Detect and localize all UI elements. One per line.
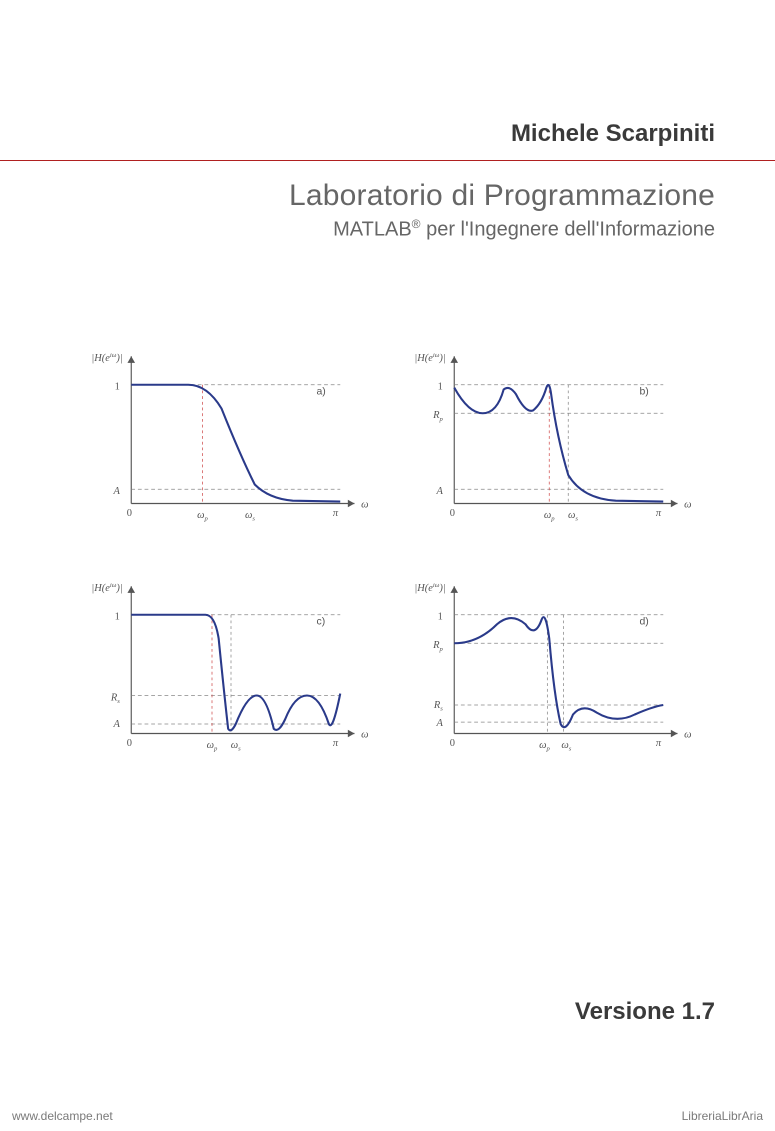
page-footer: www.delcampe.net LibreriaLibrAria [0, 1109, 775, 1123]
svg-text:A: A [112, 486, 120, 497]
panel-label-b: b) [639, 386, 648, 397]
svg-text:1: 1 [437, 381, 442, 392]
svg-text:Rp: Rp [432, 410, 443, 423]
chart-panel-c: |H(eiω)| 1 Rs A 0 ωp ωs π ω c) [80, 572, 373, 762]
svg-text:π: π [655, 508, 661, 519]
footer-left: www.delcampe.net [12, 1109, 113, 1123]
subtitle-prefix: MATLAB [333, 219, 412, 241]
subtitle-suffix: per l'Ingegnere dell'Informazione [421, 219, 715, 241]
svg-text:1: 1 [437, 611, 442, 622]
svg-text:Rs: Rs [110, 692, 120, 705]
svg-text:1: 1 [115, 381, 120, 392]
svg-text:A: A [435, 718, 443, 729]
svg-text:ωp: ωp [207, 739, 218, 752]
svg-text:Rp: Rp [432, 640, 443, 653]
svg-text:ωp: ωp [197, 509, 208, 522]
svg-text:0: 0 [127, 738, 132, 749]
svg-text:0: 0 [449, 738, 454, 749]
reg-mark: ® [412, 217, 421, 231]
svg-text:A: A [112, 719, 120, 730]
svg-text:ωs: ωs [231, 739, 241, 752]
panel-label-a: a) [317, 386, 326, 397]
book-subtitle: MATLAB® per l'Ingegnere dell'Informazion… [60, 217, 715, 242]
svg-text:|H(eiω)|: |H(eiω)| [91, 582, 122, 594]
svg-text:ω: ω [361, 729, 368, 740]
svg-text:ωp: ωp [543, 509, 554, 522]
svg-text:A: A [435, 486, 443, 497]
svg-text:ω: ω [684, 499, 691, 510]
book-cover-page: Michele Scarpiniti Laboratorio di Progra… [0, 0, 775, 1131]
title-rule [0, 160, 775, 161]
svg-text:0: 0 [127, 508, 132, 519]
svg-text:ω: ω [361, 499, 368, 510]
svg-text:ω: ω [684, 729, 691, 740]
svg-text:|H(eiω)|: |H(eiω)| [414, 582, 445, 594]
svg-text:π: π [333, 508, 339, 519]
svg-text:π: π [333, 738, 339, 749]
svg-text:π: π [655, 738, 661, 749]
author-name: Michele Scarpiniti [60, 120, 715, 148]
svg-text:ωs: ωs [561, 739, 571, 752]
svg-text:1: 1 [115, 611, 120, 622]
svg-text:Rs: Rs [432, 700, 442, 713]
book-title: Laboratorio di Programmazione [60, 179, 715, 213]
chart-panel-a: |H(eiω)| 1 A 0 ωp ωs π ω a) [80, 342, 373, 532]
version-label: Versione 1.7 [575, 998, 715, 1026]
svg-text:ωs: ωs [245, 509, 255, 522]
svg-text:|H(eiω)|: |H(eiω)| [91, 352, 122, 364]
svg-text:ωs: ωs [568, 509, 578, 522]
panel-label-d: d) [639, 616, 648, 627]
chart-panel-d: |H(eiω)| 1 Rp Rs A 0 ωp ωs π ω d) [403, 572, 696, 762]
filter-charts-grid: |H(eiω)| 1 A 0 ωp ωs π ω a) [60, 342, 715, 762]
svg-text:|H(eiω)|: |H(eiω)| [414, 352, 445, 364]
svg-text:ωp: ωp [539, 739, 550, 752]
footer-right: LibreriaLibrAria [682, 1109, 763, 1123]
panel-label-c: c) [317, 616, 326, 627]
chart-panel-b: |H(eiω)| 1 Rp A 0 ωp ωs π ω b) [403, 342, 696, 532]
svg-text:0: 0 [449, 508, 454, 519]
